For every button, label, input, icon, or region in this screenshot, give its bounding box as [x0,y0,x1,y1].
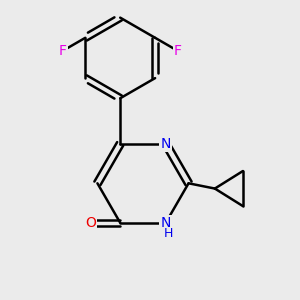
Text: O: O [85,216,96,230]
Text: N: N [160,216,171,230]
Text: H: H [164,227,173,241]
Text: F: F [174,44,182,58]
Text: N: N [160,137,171,151]
Text: F: F [58,44,67,58]
